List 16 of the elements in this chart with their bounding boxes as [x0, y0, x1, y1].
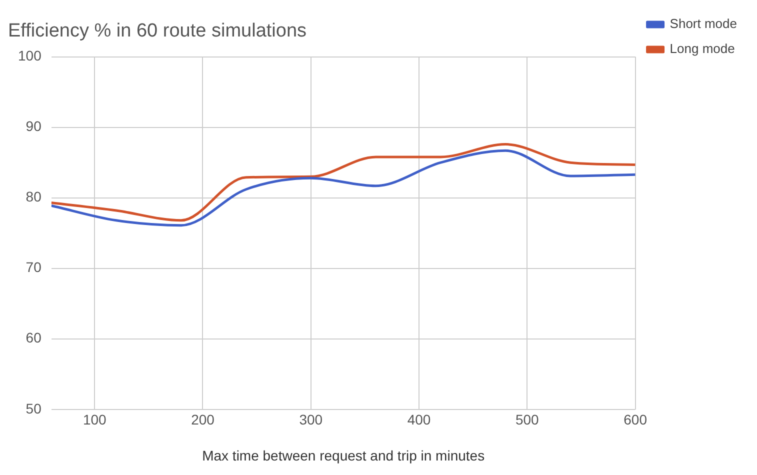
y-tick-label: 60: [26, 330, 42, 346]
chart-title: Efficiency % in 60 route simulations: [8, 20, 307, 42]
y-tick-label: 50: [26, 400, 42, 416]
x-tick-label: 100: [82, 412, 107, 428]
y-tick-label: 90: [26, 118, 42, 134]
x-tick-label: 400: [407, 412, 431, 428]
y-tick-label: 100: [18, 48, 42, 64]
x-tick-label: 300: [299, 412, 323, 428]
x-tick-label: 200: [191, 412, 215, 428]
legend-label: Long mode: [670, 41, 735, 56]
x-axis-title: Max time between request and trip in minutes: [202, 447, 485, 464]
legend-label: Short mode: [670, 16, 737, 32]
x-tick-label: 600: [624, 412, 648, 428]
x-tick-label: 500: [515, 412, 540, 428]
y-tick-label: 80: [26, 188, 42, 205]
y-tick-label: 70: [26, 259, 42, 276]
